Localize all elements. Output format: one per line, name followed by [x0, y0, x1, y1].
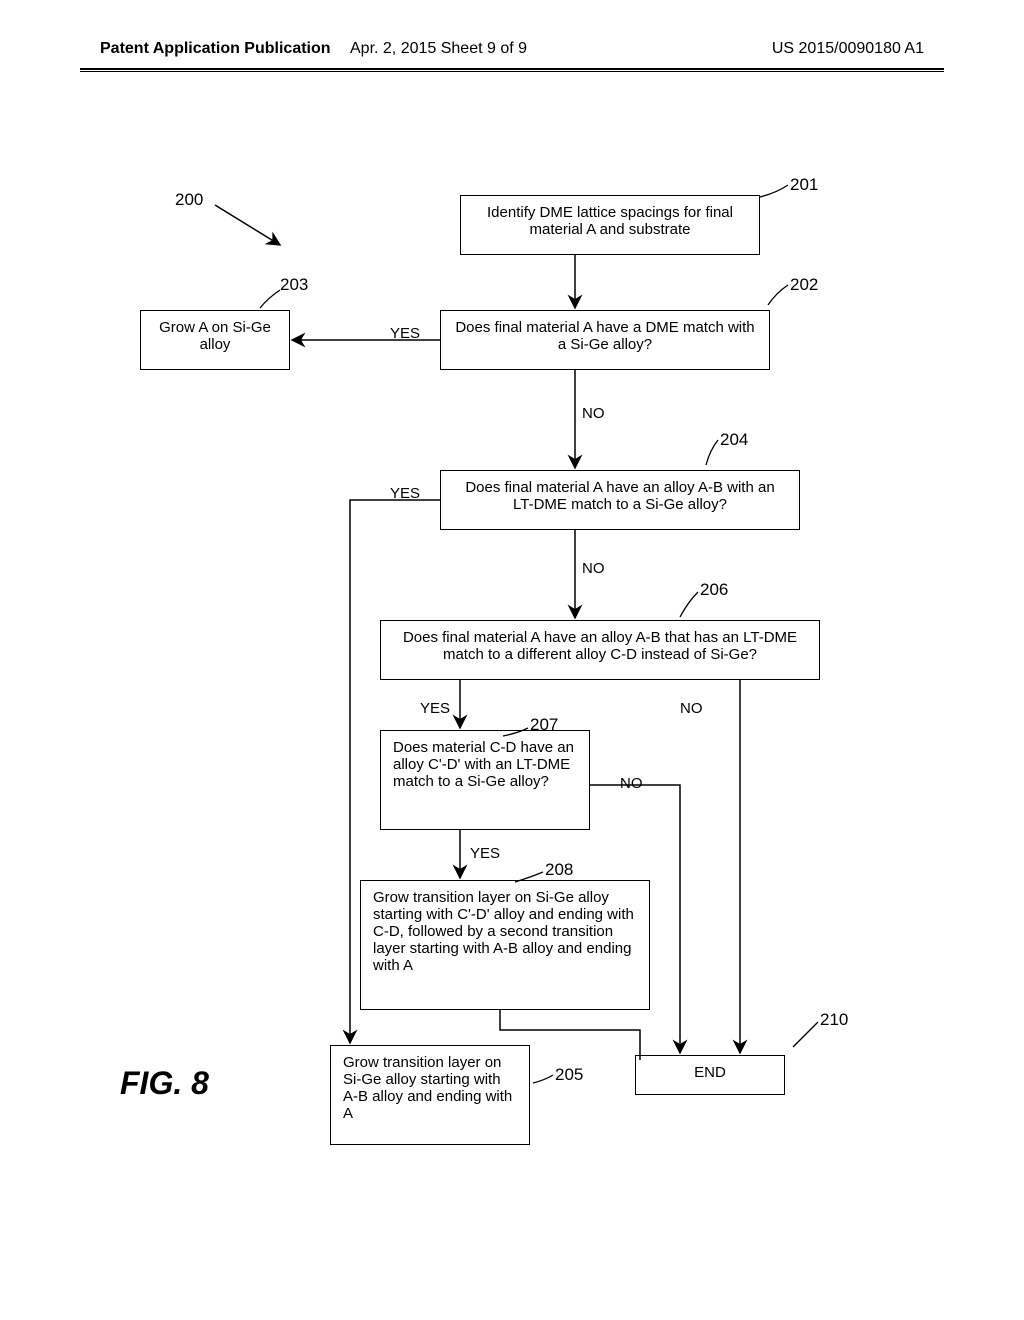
leader-202: 202: [790, 275, 818, 295]
leader-207: 207: [530, 715, 558, 735]
edge-no-2: NO: [582, 560, 605, 577]
node-201-text: Identify DME lattice spacings for final …: [487, 204, 733, 238]
node-207-text: Does material C-D have an alloy C'-D' wi…: [393, 739, 574, 790]
leader-205: 205: [555, 1065, 583, 1085]
node-204: Does final material A have an alloy A-B …: [440, 470, 800, 530]
leader-204: 204: [720, 430, 748, 450]
leader-210: 210: [820, 1010, 848, 1030]
hdr-mid: Apr. 2, 2015 Sheet 9 of 9: [350, 40, 527, 58]
figure-label: FIG. 8: [120, 1065, 209, 1102]
node-201: Identify DME lattice spacings for final …: [460, 195, 760, 255]
node-208: Grow transition layer on Si-Ge alloy sta…: [360, 880, 650, 1010]
hdr-left: Patent Application Publication: [100, 40, 331, 58]
node-204-text: Does final material A have an alloy A-B …: [465, 479, 774, 513]
node-202: Does final material A have a DME match w…: [440, 310, 770, 370]
node-210-text: END: [694, 1064, 726, 1081]
node-202-text: Does final material A have a DME match w…: [455, 319, 754, 353]
node-205-text: Grow transition layer on Si-Ge alloy sta…: [343, 1054, 512, 1122]
node-210: END: [635, 1055, 785, 1095]
edge-yes-3: YES: [420, 700, 450, 717]
leader-208: 208: [545, 860, 573, 880]
node-207: Does material C-D have an alloy C'-D' wi…: [380, 730, 590, 830]
edge-no-1: NO: [582, 405, 605, 422]
node-203-text: Grow A on Si-Ge alloy: [159, 319, 271, 353]
edge-no-4: NO: [620, 775, 643, 792]
edge-no-3: NO: [680, 700, 703, 717]
node-203: Grow A on Si-Ge alloy: [140, 310, 290, 370]
hdr-right: US 2015/0090180 A1: [772, 40, 924, 58]
hdr-rule: [80, 68, 944, 72]
node-206: Does final material A have an alloy A-B …: [380, 620, 820, 680]
leader-200: 200: [175, 190, 203, 210]
node-205: Grow transition layer on Si-Ge alloy sta…: [330, 1045, 530, 1145]
edge-yes-4: YES: [470, 845, 500, 862]
edge-yes-1: YES: [390, 325, 420, 342]
leader-206: 206: [700, 580, 728, 600]
leader-201: 201: [790, 175, 818, 195]
node-208-text: Grow transition layer on Si-Ge alloy sta…: [373, 889, 634, 974]
leader-203: 203: [280, 275, 308, 295]
page-header: Patent Application Publication Apr. 2, 2…: [0, 40, 1024, 70]
edge-yes-2: YES: [390, 485, 420, 502]
node-206-text: Does final material A have an alloy A-B …: [403, 629, 797, 663]
page: Patent Application Publication Apr. 2, 2…: [0, 0, 1024, 1320]
